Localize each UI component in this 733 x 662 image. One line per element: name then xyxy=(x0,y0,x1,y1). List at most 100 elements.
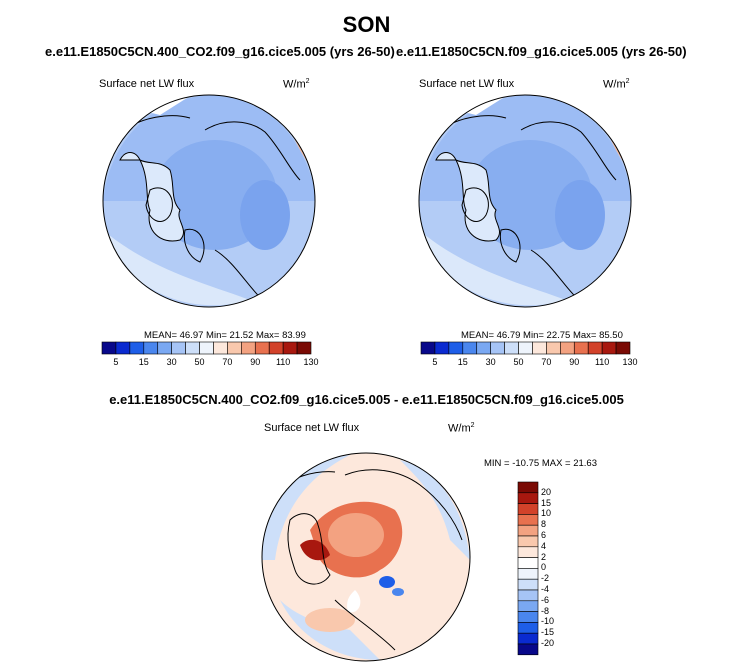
panel2-colorbar-swatch xyxy=(615,341,631,355)
panel1-colorbar-swatch xyxy=(296,341,312,355)
diff-colorbar-swatch xyxy=(517,481,539,494)
diff-colorbar-tick-label: -4 xyxy=(541,584,550,594)
panel2-colorbar-swatch xyxy=(420,341,436,355)
panel1-colorbar xyxy=(101,341,312,355)
diff-colorbar-swatch xyxy=(517,643,539,656)
panel2-colorbar-swatch xyxy=(573,341,589,355)
panel2-units-label: W/m2 xyxy=(603,78,630,91)
panel1-colorbar-tick-label: 130 xyxy=(303,357,319,367)
diff-colorbar-swatch xyxy=(517,546,539,558)
diff-colorbar-tick-label: 4 xyxy=(541,540,547,551)
diff-colorbar-swatch xyxy=(517,503,539,515)
panel1-colorbar-swatch xyxy=(254,341,270,355)
panel2-colorbar-tick-label: 50 xyxy=(513,357,524,367)
diff-colorbar-tick-label: 15 xyxy=(541,497,552,508)
panel2-colorbar-tick-label: 110 xyxy=(594,357,610,367)
panel1-colorbar-swatch xyxy=(268,341,284,355)
panel2-colorbar-tick-label: 15 xyxy=(457,357,468,367)
panel1-stats: MEAN= 46.97 Min= 21.52 Max= 83.99 xyxy=(144,330,306,341)
panel2-colorbar-swatch xyxy=(532,341,547,355)
panel2-map-border xyxy=(418,94,632,308)
diff-case-title: e.e11.E1850C5CN.400_CO2.f09_g16.cice5.00… xyxy=(109,392,624,407)
panel2-colorbar-swatch xyxy=(434,341,450,355)
panel1-colorbar-swatch xyxy=(157,341,172,355)
panel1-colorbar-swatch xyxy=(185,341,200,355)
panel1-colorbar-tick-label: 70 xyxy=(222,357,233,367)
panel1-units-label: W/m2 xyxy=(283,78,310,91)
diff-colorbar-swatch xyxy=(517,535,539,548)
diff-colorbar-tick-label: -15 xyxy=(541,627,555,638)
diff-colorbar-swatch xyxy=(517,632,539,645)
diff-colorbar-swatch xyxy=(517,524,539,537)
diff-colorbar-tick-label: -20 xyxy=(541,638,555,648)
panel1-colorbar-tick-label: 30 xyxy=(166,357,177,367)
panel1-colorbar-swatch xyxy=(241,341,256,355)
panel2-colorbar-swatch xyxy=(560,341,575,355)
panel1-case-title: e.e11.E1850C5CN.400_CO2.f09_g16.cice5.00… xyxy=(45,44,395,59)
panel2-colorbar-swatch xyxy=(546,341,561,355)
figure-title: SON xyxy=(342,12,391,37)
panel1-colorbar-tick-label: 50 xyxy=(194,357,205,367)
panel1-colorbar-swatch xyxy=(199,341,214,355)
panel1-colorbar-swatch xyxy=(129,341,145,355)
diff-colorbar-tick-label: 0 xyxy=(541,562,547,573)
diff-colorbar-swatch xyxy=(517,557,539,569)
diff-colorbar xyxy=(517,481,539,656)
diff-colorbar-swatch xyxy=(517,514,539,526)
panel2-colorbar-tick-label: 30 xyxy=(485,357,496,367)
diff-colorbar-tick-label: -10 xyxy=(541,616,555,627)
panel1-colorbar-tick-label: 90 xyxy=(250,357,261,367)
diff-colorbar-tick-label: 2 xyxy=(541,551,547,562)
panel2-colorbar-swatch xyxy=(587,341,603,355)
panel2-colorbar-tick-label: 5 xyxy=(432,357,438,367)
diff-colorbar-swatch xyxy=(517,589,539,602)
panel1-colorbar-swatch xyxy=(282,341,298,355)
diff-colorbar-swatch xyxy=(517,568,539,580)
panel1-variable-label: Surface net LW flux xyxy=(99,78,195,90)
diff-variable-label: Surface net LW flux xyxy=(264,422,360,434)
diff-colorbar-tick-label: -6 xyxy=(541,594,550,605)
diff-stats: MIN = -10.75 MAX = 21.63 xyxy=(484,458,598,469)
diff-colorbar-swatch xyxy=(517,611,539,623)
panel2-colorbar-swatch xyxy=(601,341,617,355)
panel2-colorbar xyxy=(420,341,631,355)
diff-colorbar-swatch xyxy=(517,600,539,612)
panel2-colorbar-swatch xyxy=(504,341,519,355)
panel1-colorbar-swatch xyxy=(227,341,242,355)
panel1-colorbar-swatch xyxy=(171,341,186,355)
panel2-colorbar-swatch xyxy=(518,341,533,355)
panel2-case-title: e.e11.E1850C5CN.f09_g16.cice5.005 (yrs 2… xyxy=(396,44,687,59)
panel2-colorbar-tick-label: 130 xyxy=(622,357,638,367)
panel2-colorbar-swatch xyxy=(448,341,464,355)
panel2-colorbar-swatch xyxy=(490,341,505,355)
diff-colorbar-swatch xyxy=(517,578,539,591)
diff-colorbar-tick-label: -8 xyxy=(541,605,550,616)
panel1-colorbar-tick-label: 5 xyxy=(113,357,119,367)
panel2-colorbar-swatch xyxy=(462,341,478,355)
panel1-polar-map xyxy=(103,95,315,307)
diff-map-border xyxy=(261,452,471,662)
diff-colorbar-swatch xyxy=(517,622,539,634)
panel1-colorbar-swatch xyxy=(101,341,117,355)
diff-colorbar-tick-label: 8 xyxy=(541,519,547,530)
diff-colorbar-tick-label: 10 xyxy=(541,508,552,519)
panel2-colorbar-swatch xyxy=(476,341,491,355)
diff-colorbar-tick-label: -2 xyxy=(541,573,550,584)
panel1-colorbar-tick-label: 110 xyxy=(275,357,291,367)
diff-colorbar-tick-label: 20 xyxy=(541,486,552,497)
diff-polar-map xyxy=(262,453,470,661)
panel1-colorbar-swatch xyxy=(115,341,131,355)
panel2-colorbar-tick-label: 70 xyxy=(541,357,552,367)
panel2-stats: MEAN= 46.79 Min= 22.75 Max= 85.50 xyxy=(461,330,623,341)
panel2-variable-label: Surface net LW flux xyxy=(419,78,515,90)
panel1-colorbar-swatch xyxy=(143,341,159,355)
panel1-colorbar-swatch xyxy=(213,341,228,355)
diff-colorbar-swatch xyxy=(517,492,539,504)
panel2-colorbar-tick-label: 90 xyxy=(569,357,580,367)
diff-colorbar-tick-label: 6 xyxy=(541,530,547,540)
panel1-map-border xyxy=(102,94,316,308)
panel2-polar-map xyxy=(419,95,631,307)
diff-units-label: W/m2 xyxy=(448,422,475,435)
panel1-colorbar-tick-label: 15 xyxy=(138,357,149,367)
